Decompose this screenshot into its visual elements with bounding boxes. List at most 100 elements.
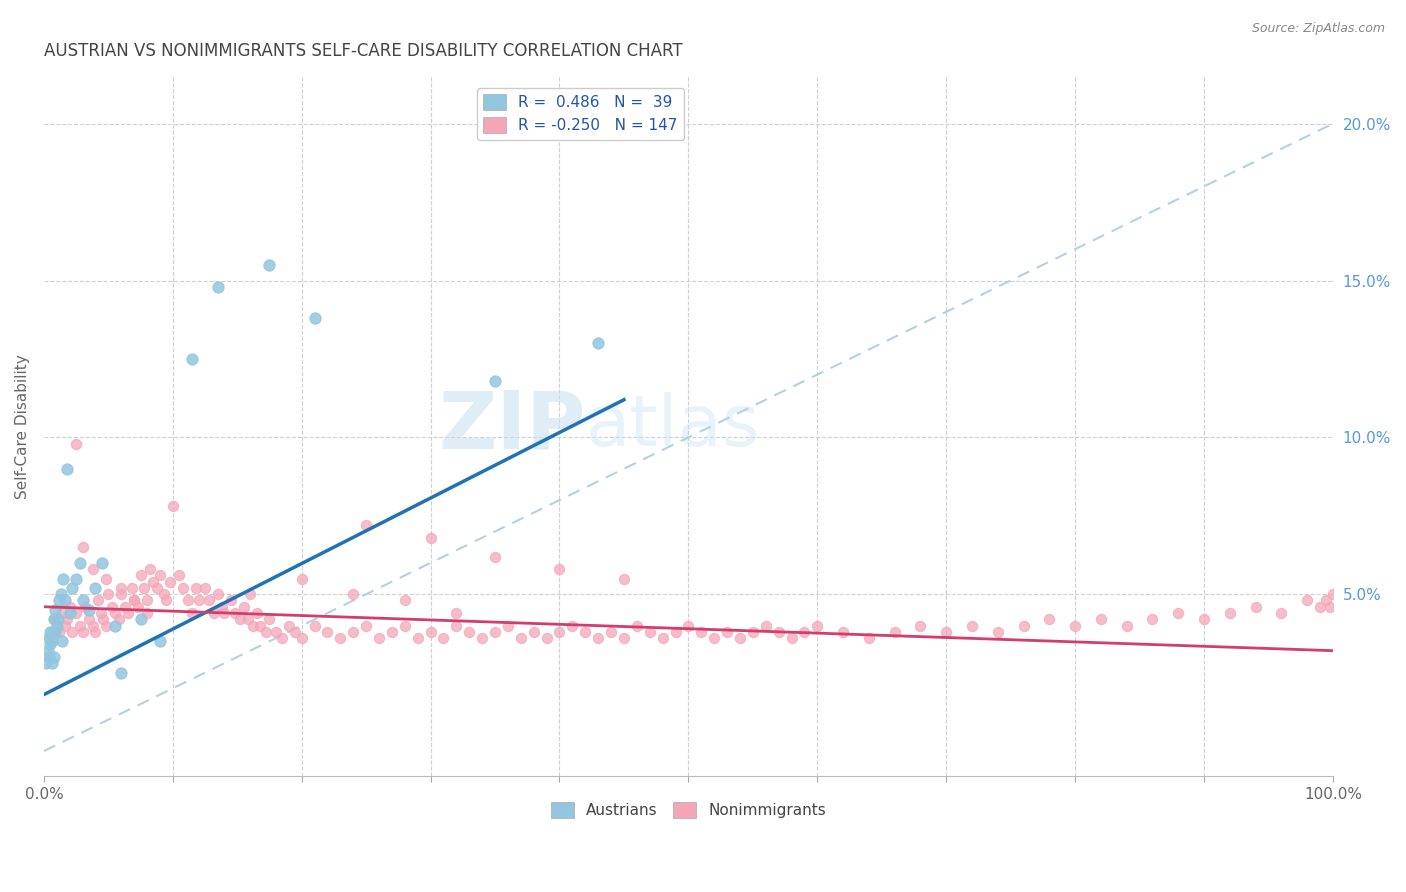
Point — [39, 637, 62, 651]
Point — [82, 618, 104, 632]
Point — [858, 631, 880, 645]
Point — [548, 562, 571, 576]
Point — [664, 624, 686, 639]
Text: AUSTRIAN VS NONIMMIGRANTS SELF-CARE DISABILITY CORRELATION CHART: AUSTRIAN VS NONIMMIGRANTS SELF-CARE DISA… — [44, 42, 682, 60]
Point — [259, 258, 281, 272]
Point — [626, 618, 648, 632]
Point — [77, 603, 100, 617]
Point — [910, 618, 932, 632]
Point — [793, 624, 815, 639]
Point — [41, 634, 63, 648]
Point — [329, 631, 352, 645]
Point — [155, 593, 177, 607]
Point — [87, 593, 110, 607]
Point — [806, 618, 828, 632]
Text: Source: ZipAtlas.com: Source: ZipAtlas.com — [1251, 22, 1385, 36]
Point — [638, 624, 661, 639]
Point — [509, 631, 531, 645]
Y-axis label: Self-Care Disability: Self-Care Disability — [15, 354, 30, 499]
Point — [446, 618, 468, 632]
Point — [304, 618, 326, 632]
Point — [259, 612, 281, 626]
Point — [1142, 612, 1164, 626]
Point — [651, 631, 673, 645]
Point — [56, 461, 79, 475]
Point — [368, 631, 391, 645]
Point — [496, 618, 519, 632]
Point — [59, 599, 82, 614]
Point — [935, 624, 957, 639]
Point — [82, 562, 104, 576]
Point — [960, 618, 983, 632]
Point — [84, 581, 107, 595]
Point — [138, 562, 160, 576]
Point — [45, 618, 67, 632]
Point — [69, 618, 91, 632]
Point — [110, 581, 132, 595]
Point — [44, 612, 66, 626]
Point — [780, 631, 803, 645]
Point — [1319, 599, 1341, 614]
Point — [768, 624, 790, 639]
Point — [94, 572, 117, 586]
Point — [316, 624, 339, 639]
Point — [1315, 593, 1337, 607]
Point — [136, 606, 159, 620]
Point — [117, 606, 139, 620]
Point — [46, 612, 69, 626]
Point — [1322, 587, 1344, 601]
Point — [1244, 599, 1267, 614]
Point — [1219, 606, 1241, 620]
Point — [1167, 606, 1189, 620]
Point — [146, 581, 169, 595]
Point — [121, 581, 143, 595]
Point — [207, 280, 229, 294]
Point — [277, 618, 299, 632]
Point — [574, 624, 596, 639]
Point — [104, 618, 127, 632]
Point — [162, 500, 184, 514]
Point — [42, 624, 65, 639]
Point — [44, 624, 66, 639]
Point — [755, 618, 778, 632]
Point — [127, 599, 149, 614]
Point — [44, 612, 66, 626]
Point — [484, 549, 506, 564]
Point — [249, 618, 271, 632]
Point — [394, 593, 416, 607]
Point — [48, 624, 70, 639]
Point — [184, 581, 207, 595]
Point — [342, 587, 364, 601]
Point — [703, 631, 725, 645]
Point — [419, 531, 441, 545]
Point — [136, 593, 159, 607]
Point — [561, 618, 583, 632]
Point — [741, 624, 763, 639]
Point — [832, 624, 855, 639]
Point — [129, 612, 152, 626]
Point — [181, 351, 204, 366]
Point — [110, 665, 132, 680]
Point — [229, 612, 252, 626]
Point — [232, 599, 254, 614]
Point — [1064, 618, 1087, 632]
Point — [90, 556, 112, 570]
Point — [35, 657, 58, 671]
Point — [75, 599, 97, 614]
Point — [48, 593, 70, 607]
Point — [167, 568, 190, 582]
Point — [202, 606, 225, 620]
Point — [91, 612, 114, 626]
Point — [987, 624, 1010, 639]
Point — [1012, 618, 1035, 632]
Point — [600, 624, 623, 639]
Point — [44, 650, 66, 665]
Point — [613, 572, 636, 586]
Point — [236, 612, 259, 626]
Point — [536, 631, 558, 645]
Point — [38, 650, 60, 665]
Point — [56, 612, 79, 626]
Point — [219, 593, 242, 607]
Point — [291, 631, 314, 645]
Point — [65, 606, 87, 620]
